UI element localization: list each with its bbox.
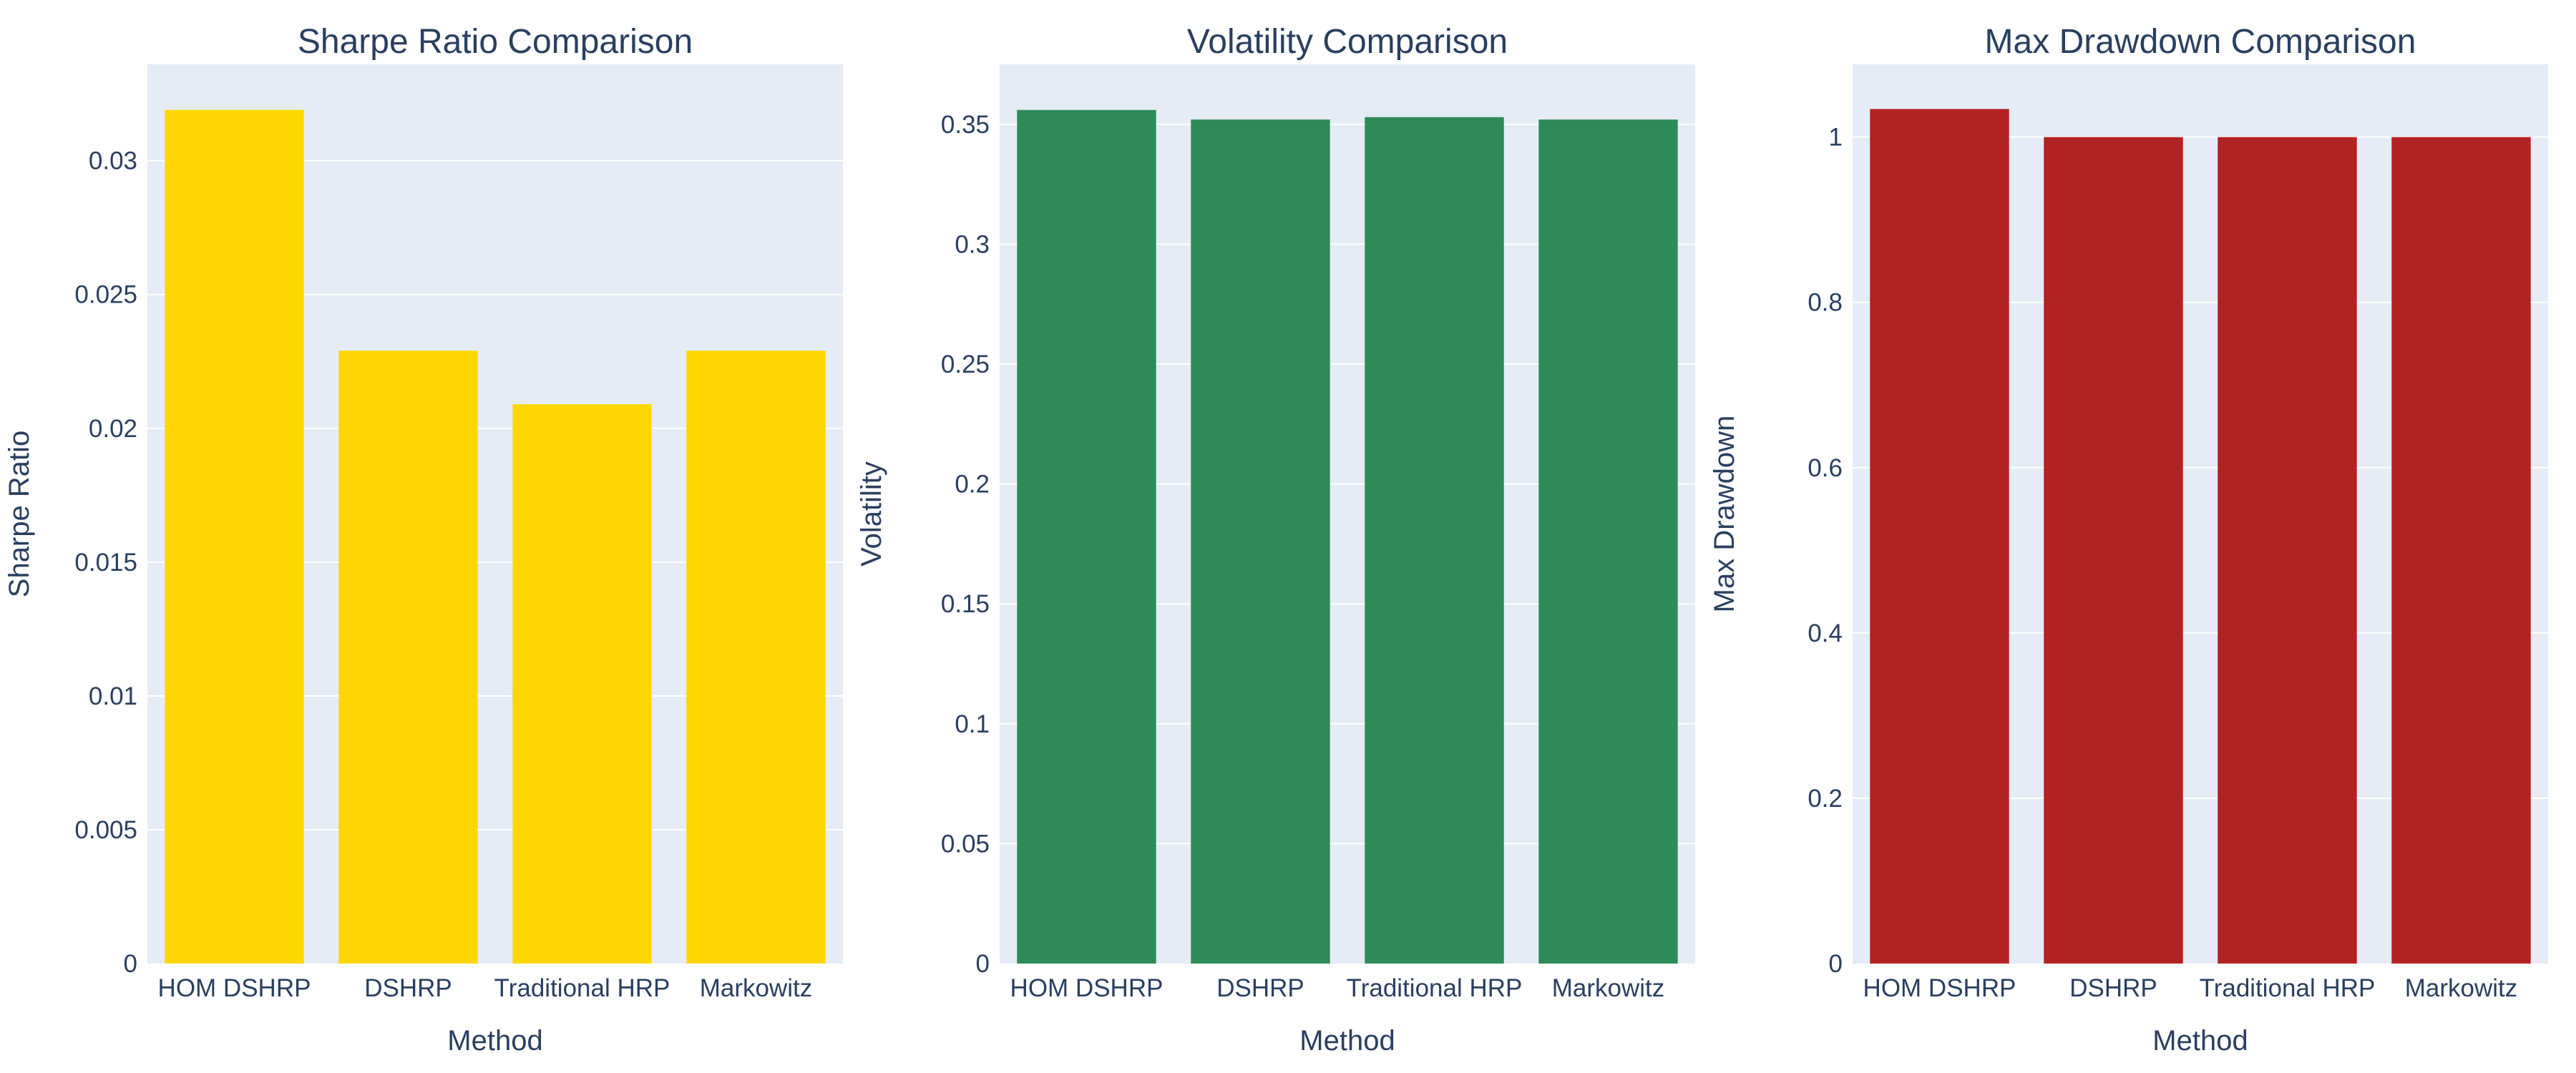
- y-tick-label: 0.15: [941, 590, 990, 618]
- y-tick-label: 0.025: [74, 281, 137, 309]
- y-tick-label: 0.02: [89, 415, 137, 443]
- x-tick-label: Traditional HRP: [494, 974, 670, 1002]
- bar-hom-dshrp: [165, 109, 304, 964]
- y-axis-title: Max Drawdown: [1709, 416, 1740, 613]
- y-tick-label: 0.015: [74, 549, 137, 577]
- bar-dshrp: [338, 351, 478, 964]
- y-tick-label: 0: [124, 950, 137, 978]
- x-tick-label: Markowitz: [1552, 974, 1665, 1002]
- bar-hom-dshrp: [1017, 109, 1156, 964]
- bar-markowitz: [1538, 119, 1678, 964]
- y-tick-label: 0: [976, 950, 990, 978]
- bar-markowitz: [686, 351, 826, 964]
- y-tick-label: 0.01: [89, 682, 137, 710]
- chart-title: Sharpe Ratio Comparison: [298, 23, 693, 61]
- chart-title: Volatility Comparison: [1187, 23, 1508, 61]
- x-tick-label: HOM DSHRP: [1863, 974, 2016, 1002]
- y-tick-label: 0.005: [74, 816, 137, 844]
- x-axis-title: Method: [2152, 1025, 2248, 1057]
- y-tick-label: 0.25: [941, 351, 990, 378]
- chart-panel-1: 0 0.005 0.01 0.015 0.02 0.025 0.03 HOM DSHRP DSH…: [4, 23, 843, 1057]
- bar-traditional-hrp: [1365, 117, 1504, 964]
- y-tick-label: 0.8: [1807, 289, 1843, 317]
- y-axis-title: Sharpe Ratio: [4, 431, 35, 597]
- y-tick-label: 0: [1829, 950, 1843, 978]
- x-axis-title: Method: [1299, 1025, 1395, 1057]
- bar-dshrp: [1191, 119, 1330, 964]
- x-axis-title: Method: [447, 1025, 542, 1057]
- bar-markowitz: [2391, 137, 2531, 964]
- x-tick-label: Markowitz: [2405, 974, 2518, 1002]
- x-tick-label: HOM DSHRP: [158, 974, 311, 1002]
- y-axis-title: Volatility: [856, 461, 887, 567]
- y-tick-label: 0.6: [1807, 454, 1843, 482]
- x-tick-label: DSHRP: [1216, 974, 1304, 1002]
- x-tick-label: HOM DSHRP: [1010, 974, 1163, 1002]
- x-tick-label: Markowitz: [700, 974, 813, 1002]
- x-tick-label: DSHRP: [2069, 974, 2157, 1002]
- x-tick-label: DSHRP: [364, 974, 452, 1002]
- bar-traditional-hrp: [512, 404, 652, 964]
- x-tick-label: Traditional HRP: [1347, 974, 1523, 1002]
- y-tick-label: 1: [1829, 124, 1843, 152]
- y-tick-label: 0.03: [89, 147, 137, 175]
- y-tick-label: 0.2: [1807, 785, 1843, 813]
- y-tick-label: 0.35: [941, 111, 990, 139]
- y-tick-label: 0.05: [941, 830, 990, 858]
- y-tick-label: 0.1: [955, 710, 990, 738]
- x-tick-label: Traditional HRP: [2200, 974, 2376, 1002]
- y-tick-label: 0.4: [1807, 619, 1843, 647]
- y-tick-label: 0.3: [955, 230, 990, 258]
- chart-title: Max Drawdown Comparison: [1985, 23, 2416, 61]
- chart-panel-3: 0 0.2 0.4 0.6 0.8 1 HOM DSHRP DSHRP Traditional …: [1709, 23, 2548, 1057]
- y-tick-label: 0.2: [955, 471, 990, 499]
- bar-traditional-hrp: [2218, 137, 2357, 964]
- chart-panel-2: 0 0.05 0.1 0.15 0.2 0.25 0.3 0.35 HOM DSHRP DSHRP…: [856, 23, 1695, 1057]
- bar-hom-dshrp: [1870, 109, 2009, 964]
- bar-dshrp: [2044, 137, 2183, 964]
